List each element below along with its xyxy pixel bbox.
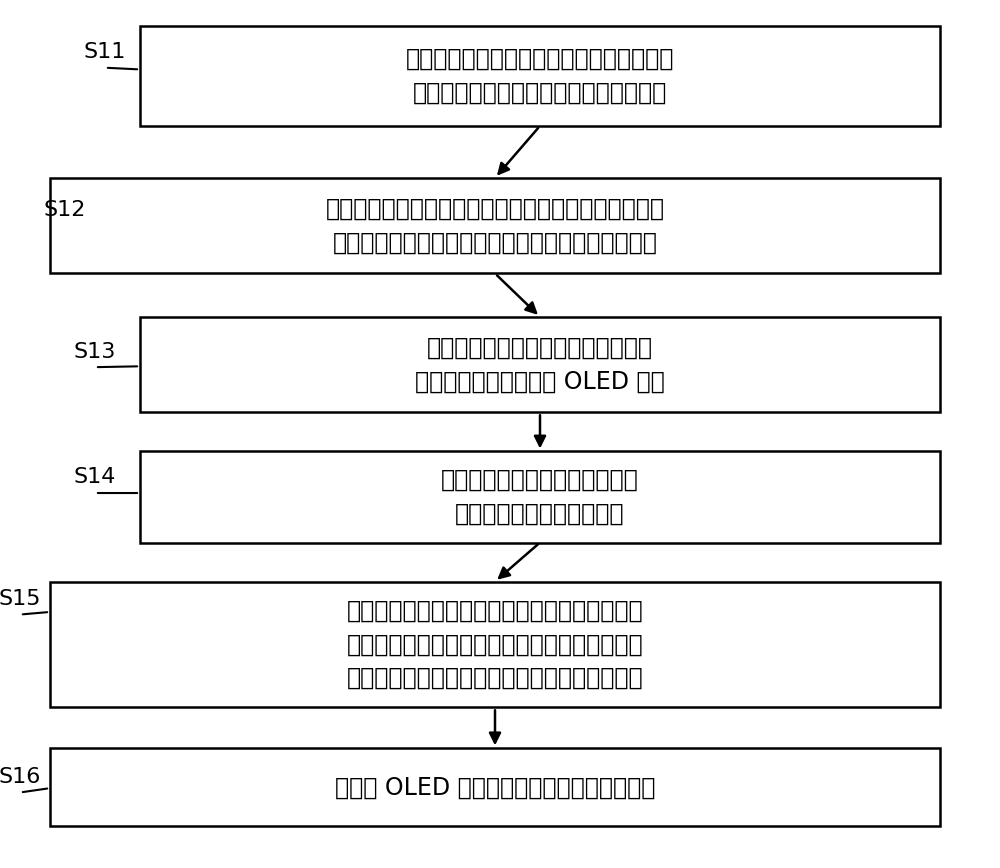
Text: 采用透明基底，在所述透明基底
的表面沉积一不透明材料层: 采用透明基底，在所述透明基底 的表面沉积一不透明材料层 <box>441 468 639 526</box>
FancyBboxPatch shape <box>50 582 940 707</box>
Text: 对透明基底的不透明材料层进行刻蚀，形成以矩
阵形式排布的与所述透明阳极层和非透明阳极层
对位互补的不透明位置与透明位置，形成封装盖: 对透明基底的不透明材料层进行刻蚀，形成以矩 阵形式排布的与所述透明阳极层和非透明… <box>347 599 643 690</box>
FancyBboxPatch shape <box>140 451 940 542</box>
FancyBboxPatch shape <box>140 26 940 126</box>
Text: 对不透明的金属电极进行刻蚀，形成以矩阵形式排布的
透明阳极层和非透明阳极层，从而形成多个发光区域: 对不透明的金属电极进行刻蚀，形成以矩阵形式排布的 透明阳极层和非透明阳极层，从而… <box>326 197 664 254</box>
Text: S13: S13 <box>74 341 116 362</box>
FancyBboxPatch shape <box>50 748 940 826</box>
Text: 将所述 OLED 器件与所述封装盖进行对位封装: 将所述 OLED 器件与所述封装盖进行对位封装 <box>335 775 655 799</box>
Text: S15: S15 <box>0 589 41 609</box>
Text: 采用透明衬底，在所述衬底上依次沉积一层
透明导电薄膜，和一层不透明的金属电极: 采用透明衬底，在所述衬底上依次沉积一层 透明导电薄膜，和一层不透明的金属电极 <box>406 47 674 105</box>
FancyBboxPatch shape <box>50 178 940 273</box>
Text: S16: S16 <box>0 766 41 787</box>
Text: S14: S14 <box>74 467 116 488</box>
FancyBboxPatch shape <box>140 317 940 412</box>
Text: S12: S12 <box>44 200 86 220</box>
Text: 在所述阳极层上依次蒸镀有机发光层
以及透明阴极层，形成 OLED 器件: 在所述阳极层上依次蒸镀有机发光层 以及透明阴极层，形成 OLED 器件 <box>415 336 665 393</box>
Text: S11: S11 <box>84 42 126 62</box>
